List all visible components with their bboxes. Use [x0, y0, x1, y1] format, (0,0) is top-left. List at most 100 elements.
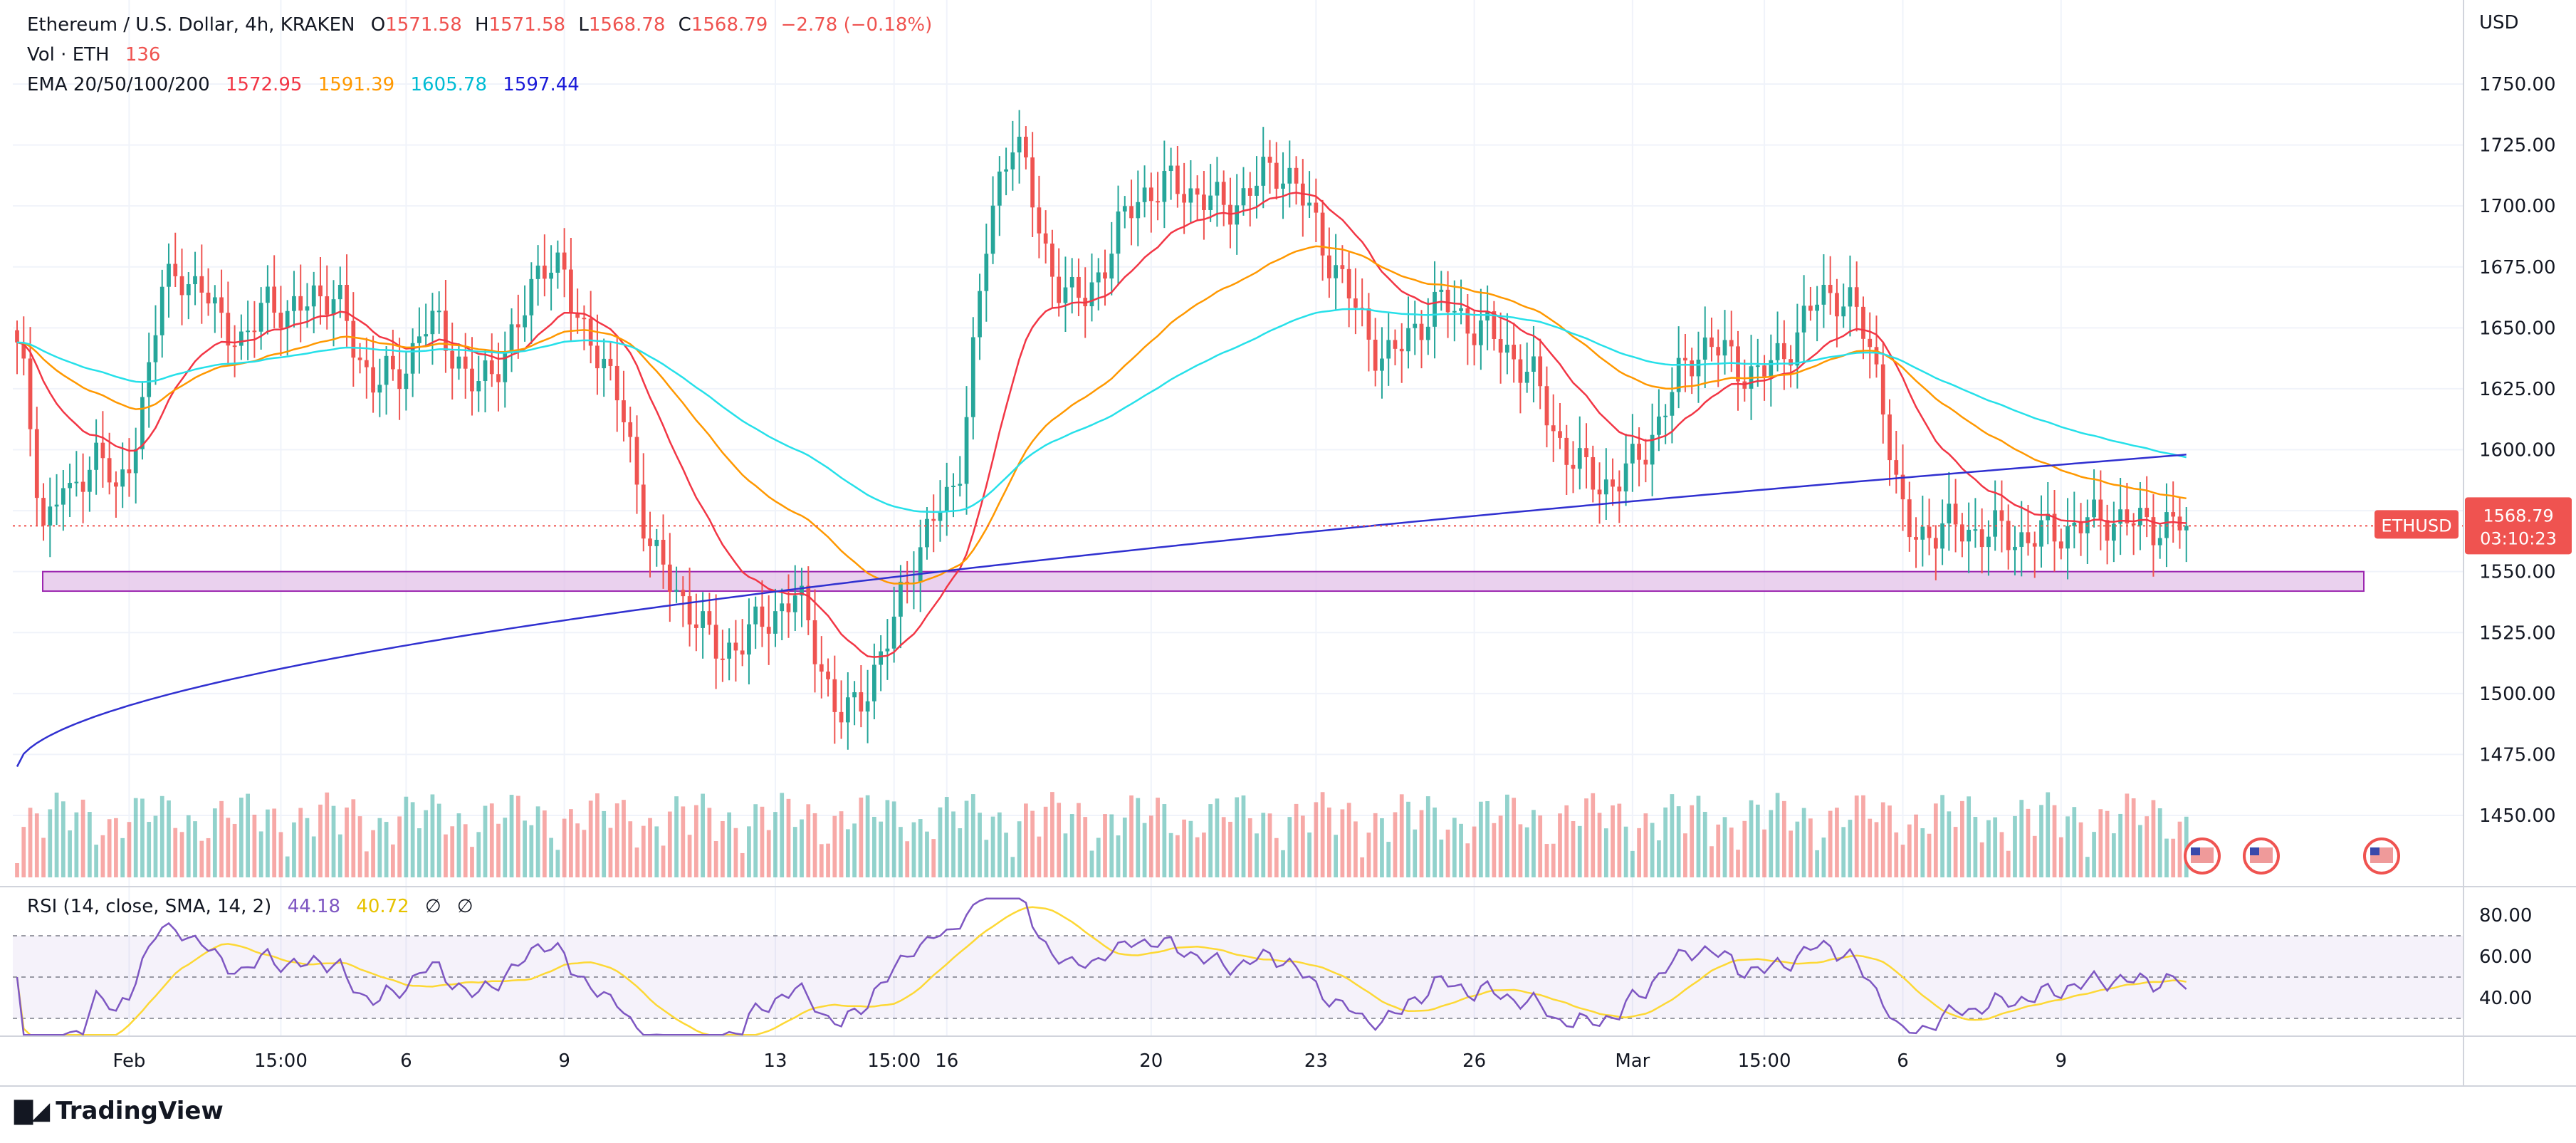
candle-body: [1722, 340, 1727, 356]
rsi-label[interactable]: RSI (14, close, SMA, 14, 2): [27, 896, 272, 917]
candle-body: [2032, 543, 2037, 547]
candle-body: [681, 590, 686, 597]
candle-body: [2039, 520, 2043, 547]
ema20-value: 1572.95: [225, 74, 303, 95]
volume-bar: [272, 808, 277, 877]
volume-bar: [1202, 833, 1206, 877]
volume-bar: [476, 832, 481, 877]
volume-bar: [1801, 808, 1806, 877]
volume-bar: [2118, 813, 2123, 877]
volume-bar: [489, 803, 494, 877]
volume-bar: [1762, 829, 1766, 877]
volume-bar: [193, 821, 197, 877]
volume-bar: [588, 800, 593, 877]
volume-bar: [1650, 823, 1655, 877]
volume-bar: [318, 804, 323, 877]
candle-body: [1465, 308, 1470, 334]
time-axis[interactable]: Feb 15:00 6 9 13 15:00 16 20 23 26 Mar 15:00 6 9: [0, 1035, 2576, 1087]
candle-body: [232, 345, 237, 348]
price-axis[interactable]: 1450.001475.001500.001525.001550.001575.…: [2463, 0, 2556, 1086]
candle-body: [852, 692, 857, 698]
candle-body: [1676, 357, 1681, 392]
volume-bar: [1808, 818, 1813, 877]
symbol-title[interactable]: Ethereum / U.S. Dollar, 4h, KRAKEN: [27, 14, 355, 36]
candle-body: [549, 272, 553, 279]
tradingview-brand[interactable]: ▇◢ TradingView: [14, 1097, 224, 1125]
candle-body: [1346, 268, 1351, 299]
volume-bar: [786, 798, 791, 877]
candle-body: [529, 278, 534, 315]
candle-body: [964, 417, 969, 484]
candle-body: [1445, 289, 1450, 313]
candle-body: [1828, 284, 1833, 293]
volume-bar: [839, 811, 844, 877]
candle-body: [970, 337, 975, 417]
volume-bar: [34, 813, 39, 877]
candle-body: [1696, 360, 1701, 377]
volume-bar: [1024, 803, 1028, 877]
candle-body: [839, 711, 844, 723]
candle-body: [753, 606, 758, 625]
candle-body: [766, 627, 771, 634]
candle-body: [87, 469, 92, 492]
volume-bar: [1478, 801, 1483, 877]
candle-body: [693, 624, 698, 628]
volume-bar: [1287, 817, 1292, 877]
volume-bar: [444, 834, 448, 877]
volume-bar: [252, 814, 257, 877]
candle-body: [1261, 157, 1266, 186]
ema-label[interactable]: EMA 20/50/100/200: [27, 74, 210, 95]
time-tick-label: 23: [1304, 1050, 1328, 1072]
candle-body: [2006, 521, 2011, 550]
volume-bar: [54, 792, 59, 877]
candle-body: [311, 285, 316, 307]
candle-body: [140, 397, 145, 449]
candle-body: [1267, 157, 1272, 163]
candle-body: [832, 679, 837, 712]
candle-body: [1558, 431, 1562, 438]
volume-bar: [483, 805, 488, 877]
candle-body: [1096, 272, 1101, 283]
candle-body: [1294, 167, 1299, 184]
price-tick-label: 1550.00: [2479, 562, 2556, 583]
volume-bar: [179, 832, 184, 877]
candle-body: [1781, 343, 1786, 360]
tradingview-logo-icon: ▇◢: [14, 1097, 50, 1125]
volume-bar: [812, 813, 817, 877]
volume-bar: [133, 798, 138, 877]
candle-body: [1920, 526, 1925, 540]
volume-bar: [1208, 804, 1213, 877]
candle-body: [721, 658, 725, 660]
candle-body: [1235, 205, 1240, 225]
candle-body: [602, 358, 607, 369]
candle-body: [984, 254, 989, 291]
volume-bar: [1300, 815, 1305, 877]
candle-body: [760, 606, 765, 627]
volume-label[interactable]: Vol · ETH: [27, 44, 110, 66]
volume-bar: [2052, 805, 2057, 877]
volume-bar: [351, 799, 356, 877]
candle-body: [1386, 340, 1391, 359]
economic-events[interactable]: [2184, 837, 2400, 875]
candle-body: [1472, 333, 1477, 345]
volume-bar: [1551, 843, 1556, 877]
close-label: C: [678, 14, 691, 36]
candle-body: [15, 330, 19, 343]
candle-body: [325, 296, 330, 315]
volume-bar: [496, 823, 501, 877]
volume-bar: [1591, 793, 1596, 877]
volume-bar: [1558, 813, 1562, 877]
volume-bar: [1874, 822, 1879, 877]
candle-body: [1710, 337, 1714, 348]
volume-bar: [931, 839, 936, 877]
support-zone[interactable]: [42, 570, 2365, 593]
candle-body: [114, 482, 118, 487]
low-label: L: [578, 14, 589, 36]
volume-bar: [1452, 818, 1457, 877]
candle-body: [1808, 306, 1813, 311]
volume-bar: [1749, 800, 1754, 877]
volume-bar: [28, 808, 33, 877]
volume-bar: [114, 818, 118, 877]
candle-body: [345, 284, 349, 321]
volume-bar: [410, 802, 415, 877]
